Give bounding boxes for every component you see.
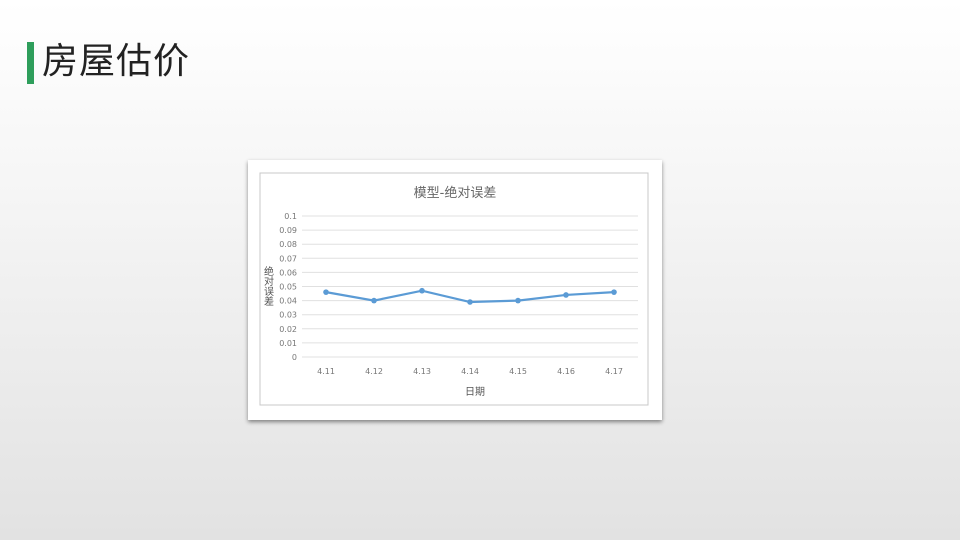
data-point <box>563 292 569 298</box>
y-tick-label: 0.02 <box>279 325 297 334</box>
x-tick-label: 4.11 <box>317 367 335 376</box>
y-tick-label: 0.03 <box>279 311 297 320</box>
data-point <box>371 297 377 304</box>
data-point <box>611 289 617 295</box>
y-tick-label: 0.01 <box>279 339 297 348</box>
y-tick-label: 0.04 <box>279 297 297 306</box>
y-tick-label: 0.1 <box>284 212 297 221</box>
data-point <box>515 297 521 304</box>
x-tick-label: 4.16 <box>557 367 575 376</box>
data-point <box>467 299 473 305</box>
x-tick-label: 4.15 <box>509 367 527 376</box>
y-tick-label: 0.06 <box>279 268 297 277</box>
y-tick-label: 0.08 <box>279 240 297 249</box>
x-tick-label: 4.17 <box>605 367 623 376</box>
x-tick-label: 4.12 <box>365 367 383 376</box>
x-tick-label: 4.13 <box>413 367 431 376</box>
y-tick-label: 0.09 <box>279 226 297 235</box>
chart-image-frame <box>248 160 662 420</box>
chart-border <box>259 172 649 406</box>
y-tick-label: 0.05 <box>279 283 297 292</box>
x-axis-label: 日期 <box>465 386 485 398</box>
y-tick-label: 0 <box>292 353 297 362</box>
x-tick-label: 4.14 <box>461 367 479 376</box>
y-tick-label: 0.07 <box>279 254 297 263</box>
data-point <box>419 287 425 294</box>
y-axis-label: 绝对误差 <box>262 265 274 306</box>
title-accent-bar <box>27 42 34 84</box>
data-point <box>323 289 329 295</box>
chart-title: 模型-绝对误差 <box>414 185 497 201</box>
slide-title: 房屋估价 <box>42 41 191 82</box>
